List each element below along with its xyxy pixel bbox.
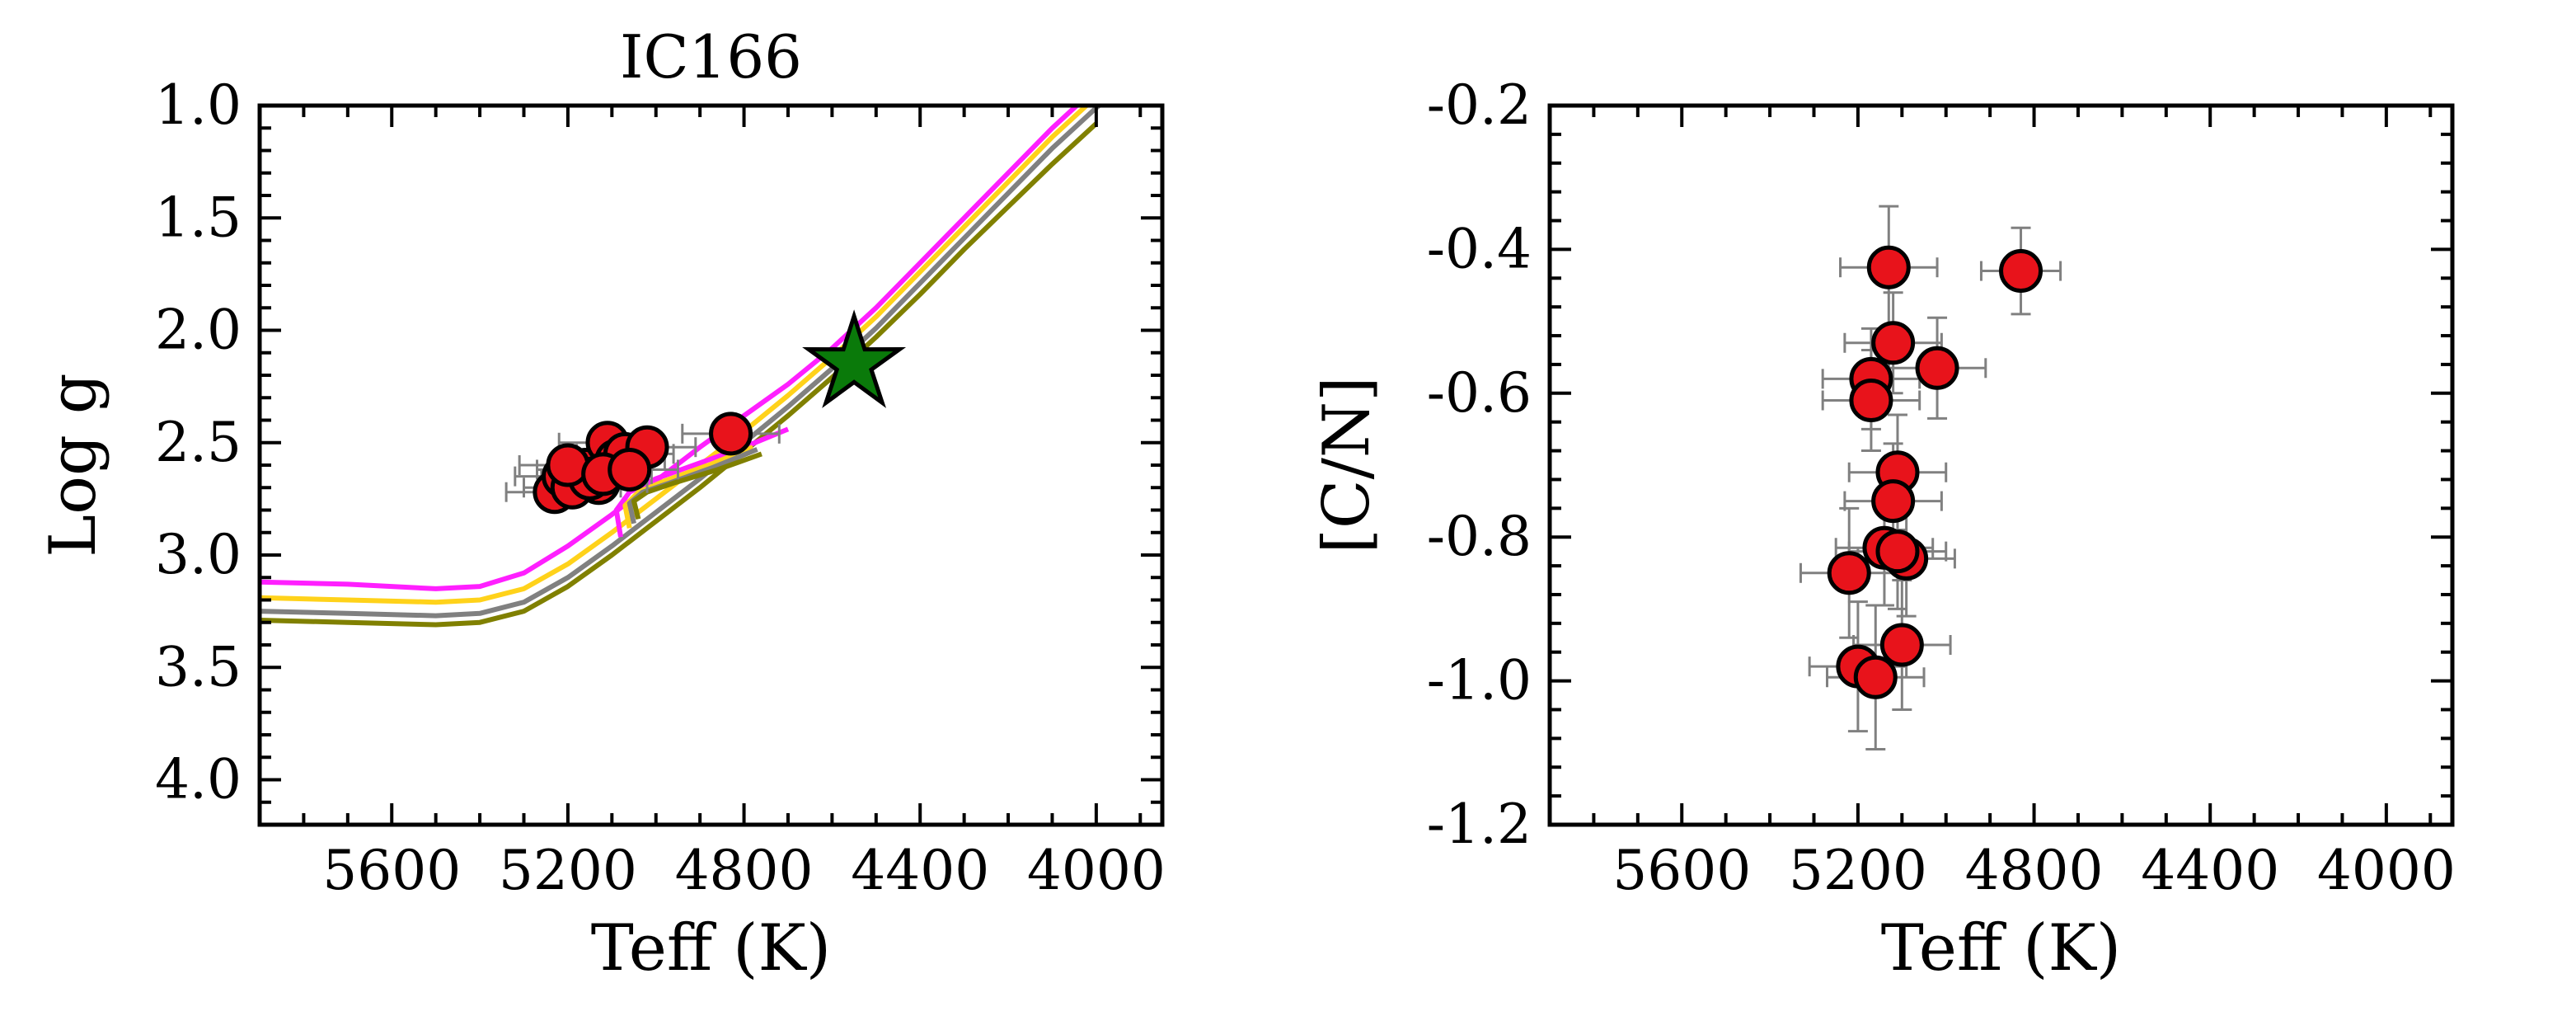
x-tick-label: 5600 [1612,839,1751,902]
y-tick-label: -1.2 [1427,793,1532,856]
y-tick-label: 1.5 [155,186,242,249]
y-axis-title: [C/N] [1310,376,1384,553]
x-tick-label: 4800 [1965,839,2104,902]
data-point [1871,479,1916,524]
data-point [1915,346,1959,390]
data-point [608,447,652,492]
star-marker [802,309,907,408]
panel-1: 5600 5200 4800 4400 4000 1.0 1.5 2.0 2.5 3.0 3.5 4.… [36,22,1166,986]
y-tick-label: -0.8 [1427,505,1532,568]
isochrone-line-3 [260,106,1103,619]
y-axis-title: Log g [36,373,110,557]
data-point [709,412,753,456]
data-point [1853,655,1898,699]
isochrone-line-4 [260,121,1098,628]
y-tick-label: -0.4 [1427,217,1532,280]
data-point [1875,529,1920,574]
plot-area [1799,205,2062,750]
isochrone-line-2 [260,106,1091,605]
x-tick-label: 5600 [322,839,461,902]
isochrone-line-1 [260,106,1081,591]
y-tick-label: -0.2 [1427,73,1532,137]
panel-title: IC166 [620,22,802,92]
panel-2: 5600 5200 4800 4400 4000 -0.2 -0.4 -0.6 -0.8 -1.0… [1310,73,2456,986]
plot-area [260,106,1103,628]
isochrone-line-8 [631,451,762,520]
axes-frame [1547,103,2455,827]
y-tick-label: 3.0 [155,523,242,586]
x-tick-label: 5200 [1789,839,1927,902]
y-tick-label: 1.0 [155,73,242,137]
x-tick-label: 4000 [2317,839,2456,902]
x-tick-label: 5200 [499,839,637,902]
data-point [1827,551,1871,595]
data-point [546,443,590,487]
x-axis-title: Teff (K) [591,911,831,986]
x-tick-label: 4000 [1027,839,1166,902]
data-point [1879,623,1924,667]
data-point [1849,379,1893,423]
y-tick-label: -0.6 [1427,361,1532,425]
data-point [1866,245,1911,289]
data-point [1871,321,1916,365]
y-tick-label: 2.0 [155,299,242,362]
data-point [1999,249,2043,294]
y-tick-label: 2.5 [155,411,242,474]
x-tick-label: 4400 [2141,839,2279,902]
data-points [533,412,753,515]
data-points [1827,245,2043,699]
x-tick-label: 4800 [675,839,814,902]
x-axis-title: Teff (K) [1881,911,2121,986]
ticks [258,104,1162,826]
y-tick-label: 4.0 [155,748,242,812]
y-tick-label: -1.0 [1427,649,1532,713]
ticks [1548,104,2452,826]
x-tick-label: 4400 [851,839,989,902]
y-tick-label: 3.5 [155,635,242,699]
